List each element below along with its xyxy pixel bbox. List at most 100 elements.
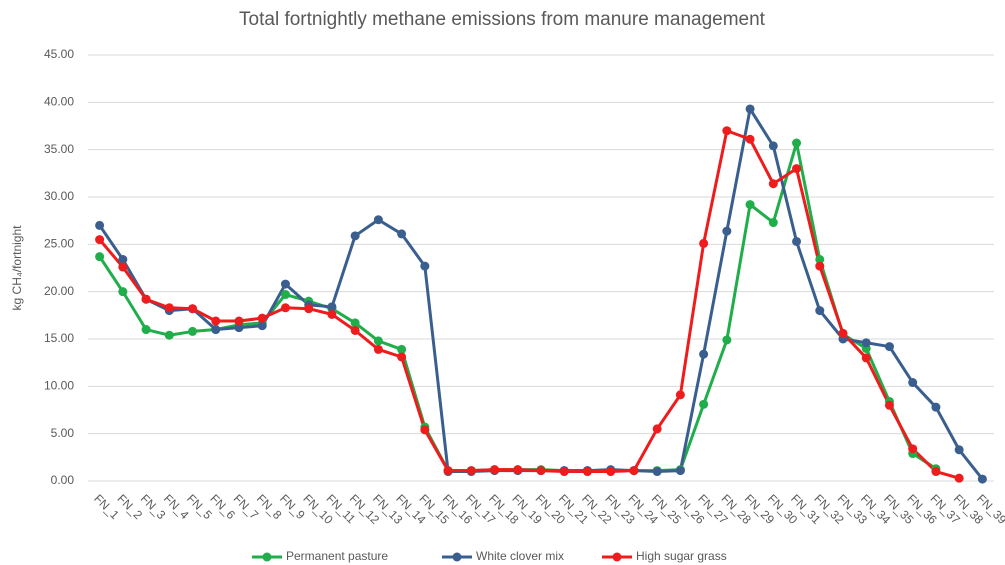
x-tick-label: FN_4 (161, 491, 192, 522)
data-point (443, 466, 453, 476)
data-point (908, 444, 918, 454)
data-point (722, 126, 732, 136)
data-point (792, 138, 802, 148)
x-tick-label: FN_5 (184, 491, 215, 522)
data-point (745, 200, 755, 210)
data-point (745, 134, 755, 144)
data-point (908, 378, 918, 388)
x-tick-label: FN_1 (91, 491, 122, 522)
y-tick-label: 10.00 (44, 379, 74, 393)
data-point (954, 445, 964, 455)
data-point (141, 325, 151, 335)
data-point (675, 390, 685, 400)
y-tick-label: 15.00 (44, 331, 74, 345)
data-point (838, 328, 848, 338)
data-point (95, 252, 105, 262)
data-point (373, 336, 383, 346)
data-point (699, 349, 709, 359)
data-point (768, 218, 778, 228)
y-axis-label: kg CH₄/fortnight (10, 225, 24, 311)
data-point (95, 235, 105, 245)
data-point (164, 303, 174, 313)
data-point (490, 465, 500, 475)
data-point (815, 261, 825, 271)
data-point (188, 326, 198, 336)
x-tick-label: FN_7 (231, 491, 262, 522)
data-point (768, 141, 778, 151)
data-point (280, 279, 290, 289)
x-tick-label: FN_2 (114, 491, 145, 522)
legend-label: White clover mix (476, 549, 564, 563)
data-point (350, 318, 360, 328)
data-point (792, 236, 802, 246)
data-point (257, 321, 267, 331)
data-point (884, 342, 894, 352)
data-point (559, 467, 569, 477)
data-point (420, 425, 430, 435)
x-tick-label: FN_9 (277, 491, 308, 522)
data-point (861, 353, 871, 363)
data-point (977, 474, 987, 484)
data-point (234, 316, 244, 326)
y-tick-label: 25.00 (44, 237, 74, 251)
y-tick-label: 40.00 (44, 95, 74, 109)
data-point (397, 352, 407, 362)
data-point (350, 231, 360, 241)
data-point (629, 466, 639, 476)
legend-label: Permanent pasture (286, 549, 388, 563)
data-point (768, 179, 778, 189)
data-point (397, 344, 407, 354)
data-point (257, 313, 267, 323)
data-point (536, 466, 546, 476)
data-point (722, 226, 732, 236)
y-tick-label: 35.00 (44, 142, 74, 156)
data-point (420, 261, 430, 271)
x-tick-label: FN_6 (207, 491, 238, 522)
data-point (164, 330, 174, 340)
x-tick-label: FN_3 (138, 491, 169, 522)
data-point (118, 262, 128, 272)
data-point (699, 238, 709, 248)
data-point (466, 466, 476, 476)
data-point (931, 467, 941, 477)
data-point (95, 220, 105, 230)
series-line (98, 107, 984, 481)
legend-marker (612, 552, 622, 562)
data-point (304, 304, 314, 314)
data-point (606, 467, 616, 477)
y-tick-label: 30.00 (44, 189, 74, 203)
data-point (931, 402, 941, 412)
data-point (652, 424, 662, 434)
data-point (234, 323, 244, 333)
legend-label: High sugar grass (636, 549, 727, 563)
data-point (211, 325, 221, 335)
data-point (141, 294, 151, 304)
data-point (373, 344, 383, 354)
series-line (98, 141, 937, 473)
data-point (699, 399, 709, 409)
y-tick-label: 20.00 (44, 284, 74, 298)
x-tick-label: FN_8 (254, 491, 285, 522)
chart-title: Total fortnightly methane emissions from… (239, 9, 766, 30)
data-point (513, 465, 523, 475)
data-point (582, 467, 592, 477)
data-point (118, 254, 128, 264)
data-point (954, 473, 964, 483)
data-point (327, 309, 337, 319)
series-line (98, 129, 960, 480)
y-tick-label: 0.00 (51, 473, 75, 487)
data-point (815, 254, 825, 264)
y-tick-label: 5.00 (51, 426, 75, 440)
y-tick-label: 45.00 (44, 47, 74, 61)
legend-marker (262, 552, 272, 562)
data-point (675, 466, 685, 476)
data-point (815, 306, 825, 316)
data-point (745, 104, 755, 114)
data-point (652, 467, 662, 477)
data-point (280, 303, 290, 313)
data-point (884, 400, 894, 410)
legend-marker (452, 552, 462, 562)
data-point (188, 304, 198, 314)
data-point (373, 215, 383, 225)
